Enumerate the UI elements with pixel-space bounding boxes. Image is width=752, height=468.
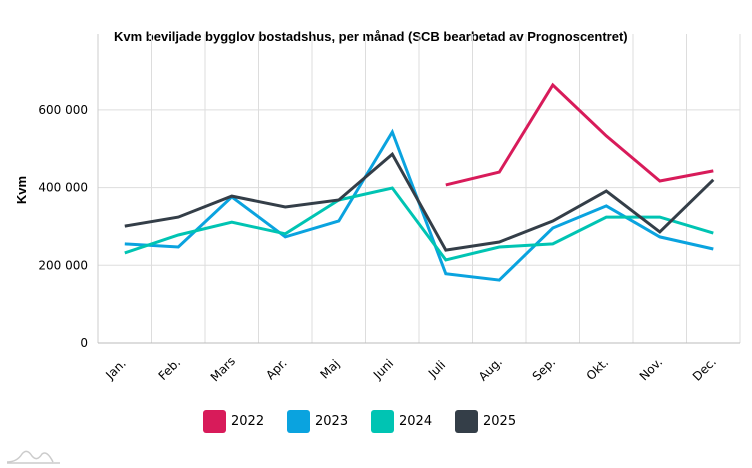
legend-label: 2023 — [315, 414, 349, 429]
x-tick-label: Juli — [425, 358, 448, 381]
x-tick-label: Jan. — [102, 356, 128, 382]
legend-swatch — [203, 410, 226, 433]
x-tick-label: Apr. — [263, 356, 290, 383]
x-tick-label: Okt. — [584, 355, 612, 383]
legend-swatch — [455, 410, 478, 433]
legend-item-2025[interactable]: 2025 — [455, 410, 539, 433]
y-tick-label: 0 — [80, 336, 88, 350]
legend-label: 2025 — [483, 414, 517, 429]
legend-item-2022[interactable]: 2022 — [203, 410, 287, 433]
series-line-2022 — [445, 82, 714, 187]
legend: 2022 2023 2024 2025 — [203, 410, 539, 433]
x-tick-label: Nov. — [637, 355, 666, 384]
series-line-2024 — [124, 186, 714, 262]
legend-label: 2022 — [231, 414, 265, 429]
x-tick-label: Juni — [370, 356, 396, 382]
x-tick-label: Mars — [208, 354, 238, 384]
y-tick-label: 600 000 — [38, 103, 88, 117]
legend-item-2023[interactable]: 2023 — [287, 410, 371, 433]
x-tick-label: Dec. — [690, 355, 719, 384]
logo-icon — [6, 450, 60, 464]
chart-title: Kvm beviljade bygglov bostadshus, per må… — [114, 29, 628, 44]
y-tick-label: 200 000 — [38, 258, 88, 272]
legend-item-2024[interactable]: 2024 — [371, 410, 455, 433]
x-tick-label: Feb. — [156, 355, 184, 383]
legend-swatch — [287, 410, 310, 433]
x-tick-label: Aug. — [476, 355, 505, 384]
y-tick-label: 400 000 — [38, 181, 88, 195]
legend-swatch — [371, 410, 394, 433]
x-tick-label: Sep. — [530, 355, 559, 384]
legend-label: 2024 — [399, 414, 433, 429]
x-tick-label: Maj — [318, 357, 343, 382]
series-line-2025 — [124, 151, 715, 252]
y-axis-title: Kvm — [14, 176, 29, 204]
